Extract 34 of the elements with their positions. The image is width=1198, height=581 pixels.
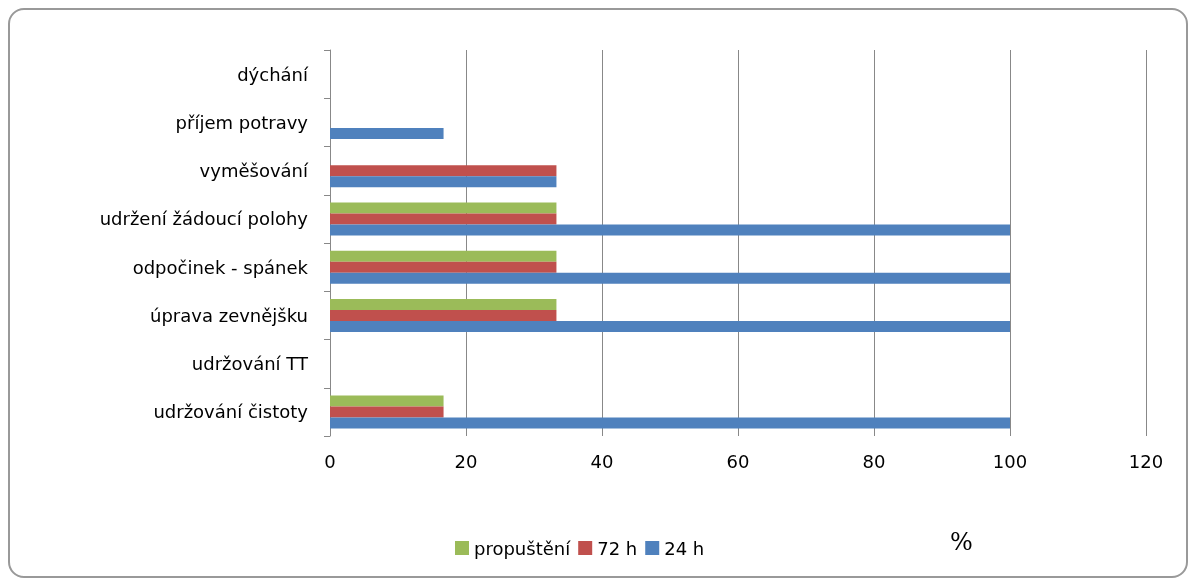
bar — [330, 250, 557, 262]
x-tick-label: 60 — [726, 450, 750, 472]
legend-label: propuštění — [474, 537, 572, 559]
bar — [330, 309, 557, 321]
bar — [330, 165, 557, 177]
x-tick-label: 100 — [992, 450, 1028, 472]
bar — [330, 395, 444, 407]
x-tick-label: 40 — [590, 450, 614, 472]
bar — [330, 202, 557, 214]
bar — [330, 320, 1010, 332]
y-tick-label: udržování TT — [191, 353, 309, 375]
x-axis-title: % — [950, 528, 973, 556]
bar — [330, 127, 444, 139]
x-tick-label: 80 — [862, 450, 886, 472]
x-tick-label: 20 — [454, 450, 478, 472]
bar — [330, 298, 557, 310]
bar — [330, 272, 1010, 284]
x-tick-label: 120 — [1128, 450, 1164, 472]
legend-label: 72 h — [597, 537, 638, 559]
bar — [330, 224, 1010, 236]
y-tick-label: úprava zevnějšku — [150, 304, 308, 326]
bar — [330, 417, 1010, 429]
y-tick-label: vyměšování — [199, 160, 309, 182]
x-tick-label: 0 — [324, 450, 336, 472]
bar — [330, 261, 557, 273]
y-tick-label: dýchání — [237, 63, 309, 85]
bar — [330, 406, 444, 418]
legend-label: 24 h — [664, 537, 705, 559]
y-tick-label: udržování čistoty — [153, 401, 309, 423]
y-tick-label: příjem potravy — [175, 111, 309, 133]
bar — [330, 176, 557, 188]
y-tick-label: odpočinek - spánek — [132, 256, 309, 278]
y-tick-label: udržení žádoucí polohy — [99, 208, 309, 230]
bar — [330, 213, 557, 225]
